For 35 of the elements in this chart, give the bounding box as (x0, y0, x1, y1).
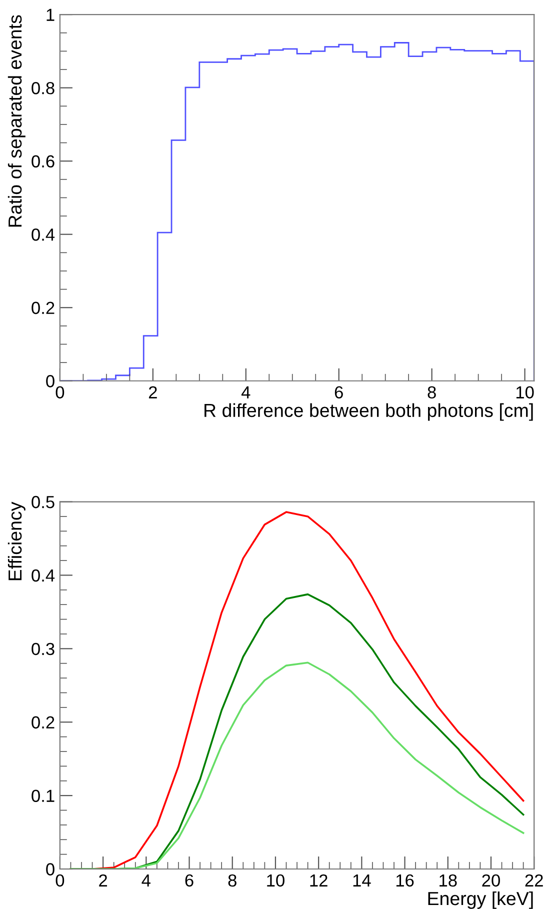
y-tick-label: 0 (46, 375, 54, 388)
y-axis-title: Ratio of separated events (8, 15, 26, 227)
x-tick-label: 14 (353, 874, 371, 886)
y-tick-label: 0.8 (32, 82, 54, 94)
y-tick-label: 1 (46, 8, 54, 21)
x-tick-label: 8 (428, 386, 436, 398)
x-tick-label: 2 (148, 386, 157, 398)
x-tick-label: 10 (267, 874, 284, 887)
y-tick-label: 0.2 (32, 302, 54, 314)
x-tick-label: 8 (228, 874, 236, 887)
x-axis-title: R difference between both photons [cm] (204, 403, 533, 421)
x-tick-label: 0 (56, 874, 64, 887)
x-tick-label: 12 (310, 874, 328, 886)
x-tick-label: 4 (142, 874, 150, 886)
x-tick-label: 6 (185, 874, 194, 887)
x-tick-label: 16 (396, 874, 414, 887)
x-tick-label: 2 (99, 874, 108, 886)
line-series (70, 662, 524, 870)
y-tick-label: 0.3 (32, 642, 54, 656)
x-tick-label: 4 (241, 386, 250, 398)
y-tick-label: 0 (46, 863, 54, 876)
x-axis-title: Energy [keV] (428, 891, 533, 909)
x-tick-label: 18 (440, 874, 457, 887)
x-tick-label: 20 (482, 874, 500, 887)
y-tick-label: 0.4 (32, 569, 55, 582)
x-tick-label: 0 (56, 386, 64, 398)
x-tick-label: 10 (516, 386, 534, 398)
y-tick-label: 0.5 (32, 496, 54, 508)
x-tick-label: 22 (525, 874, 543, 886)
y-tick-label: 0.6 (32, 155, 54, 168)
y-axis-title: Efficiency (8, 502, 26, 580)
y-tick-label: 0.2 (32, 716, 54, 729)
x-tick-label: 6 (334, 386, 343, 398)
y-tick-label: 0.1 (32, 790, 54, 802)
y-tick-label: 0.4 (32, 228, 55, 241)
